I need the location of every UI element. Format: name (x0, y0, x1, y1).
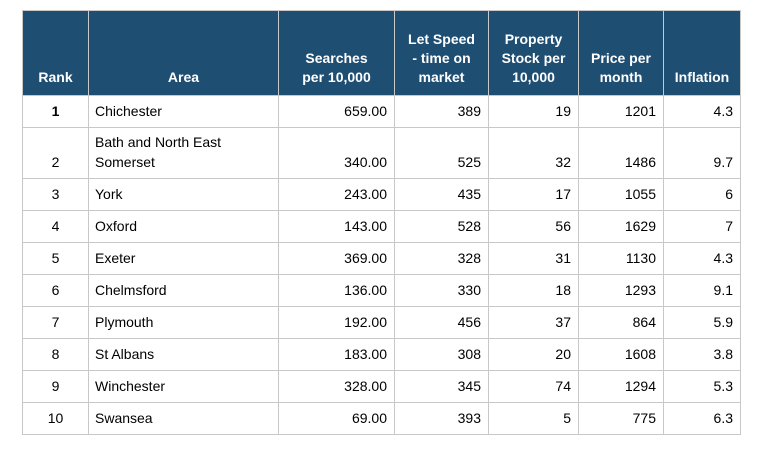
inflation-cell: 4.3 (663, 95, 741, 128)
price-cell: 1130 (578, 242, 664, 275)
rental-market-table: Rank Area Searches per 10,000 Let Speed … (22, 10, 741, 435)
inflation-cell: 9.1 (663, 274, 741, 307)
area-cell: Chichester (88, 95, 279, 128)
header-area: Area (88, 10, 279, 96)
area-cell: Winchester (88, 370, 279, 403)
searches-cell: 243.00 (278, 178, 395, 211)
area-cell: Swansea (88, 402, 279, 435)
price-cell: 1201 (578, 95, 664, 128)
price-cell: 1629 (578, 210, 664, 243)
rank-cell: 1 (22, 95, 89, 128)
price-cell: 1608 (578, 338, 664, 371)
table-row: 10 Swansea 69.00 393 5 775 6.3 (22, 402, 741, 435)
searches-cell: 192.00 (278, 306, 395, 339)
table-row: 9 Winchester 328.00 345 74 1294 5.3 (22, 370, 741, 403)
price-cell: 1293 (578, 274, 664, 307)
table-row: 8 St Albans 183.00 308 20 1608 3.8 (22, 338, 741, 371)
stock-cell: 56 (488, 210, 579, 243)
let-speed-cell: 345 (394, 370, 489, 403)
let-speed-cell: 328 (394, 242, 489, 275)
area-cell: Exeter (88, 242, 279, 275)
rank-cell: 7 (22, 306, 89, 339)
stock-cell: 20 (488, 338, 579, 371)
stock-cell: 37 (488, 306, 579, 339)
searches-cell: 340.00 (278, 127, 395, 179)
area-cell: Chelmsford (88, 274, 279, 307)
rank-cell: 9 (22, 370, 89, 403)
table-row: 5 Exeter 369.00 328 31 1130 4.3 (22, 242, 741, 275)
rank-cell: 3 (22, 178, 89, 211)
stock-cell: 5 (488, 402, 579, 435)
header-inflation: Inflation (663, 10, 741, 96)
table-row: 7 Plymouth 192.00 456 37 864 5.9 (22, 306, 741, 339)
let-speed-cell: 389 (394, 95, 489, 128)
price-cell: 1055 (578, 178, 664, 211)
price-cell: 775 (578, 402, 664, 435)
inflation-cell: 7 (663, 210, 741, 243)
inflation-cell: 3.8 (663, 338, 741, 371)
table-row: 1 Chichester 659.00 389 19 1201 4.3 (22, 95, 741, 128)
searches-cell: 183.00 (278, 338, 395, 371)
table-row: 4 Oxford 143.00 528 56 1629 7 (22, 210, 741, 243)
header-stock: Property Stock per 10,000 (488, 10, 579, 96)
rank-cell: 6 (22, 274, 89, 307)
inflation-cell: 9.7 (663, 127, 741, 179)
rental-market-table-container: Rank Area Searches per 10,000 Let Speed … (22, 10, 741, 435)
let-speed-cell: 435 (394, 178, 489, 211)
searches-cell: 328.00 (278, 370, 395, 403)
rank-cell: 5 (22, 242, 89, 275)
searches-cell: 143.00 (278, 210, 395, 243)
let-speed-cell: 525 (394, 127, 489, 179)
area-cell: York (88, 178, 279, 211)
let-speed-cell: 456 (394, 306, 489, 339)
inflation-cell: 4.3 (663, 242, 741, 275)
inflation-cell: 6 (663, 178, 741, 211)
header-rank: Rank (22, 10, 89, 96)
let-speed-cell: 308 (394, 338, 489, 371)
searches-cell: 136.00 (278, 274, 395, 307)
let-speed-cell: 528 (394, 210, 489, 243)
stock-cell: 18 (488, 274, 579, 307)
area-cell: St Albans (88, 338, 279, 371)
stock-cell: 74 (488, 370, 579, 403)
inflation-cell: 5.3 (663, 370, 741, 403)
table-row: 6 Chelmsford 136.00 330 18 1293 9.1 (22, 274, 741, 307)
price-cell: 864 (578, 306, 664, 339)
table-row: 3 York 243.00 435 17 1055 6 (22, 178, 741, 211)
stock-cell: 31 (488, 242, 579, 275)
area-cell: Bath and North East Somerset (88, 127, 279, 179)
rank-cell: 8 (22, 338, 89, 371)
table-row: 2 Bath and North East Somerset 340.00 525 32… (22, 127, 741, 179)
rank-cell: 4 (22, 210, 89, 243)
price-cell: 1294 (578, 370, 664, 403)
header-searches: Searches per 10,000 (278, 10, 395, 96)
inflation-cell: 5.9 (663, 306, 741, 339)
table-header: Rank Area Searches per 10,000 Let Speed … (22, 10, 741, 96)
inflation-cell: 6.3 (663, 402, 741, 435)
price-cell: 1486 (578, 127, 664, 179)
rank-cell: 10 (22, 402, 89, 435)
stock-cell: 19 (488, 95, 579, 128)
header-price: Price per month (578, 10, 664, 96)
area-cell: Oxford (88, 210, 279, 243)
searches-cell: 69.00 (278, 402, 395, 435)
searches-cell: 369.00 (278, 242, 395, 275)
let-speed-cell: 393 (394, 402, 489, 435)
table-body: 1 Chichester 659.00 389 19 1201 4.3 2 Bath and N… (22, 95, 741, 435)
stock-cell: 32 (488, 127, 579, 179)
searches-cell: 659.00 (278, 95, 395, 128)
header-let-speed: Let Speed - time on market (394, 10, 489, 96)
area-cell: Plymouth (88, 306, 279, 339)
let-speed-cell: 330 (394, 274, 489, 307)
stock-cell: 17 (488, 178, 579, 211)
rank-cell: 2 (22, 127, 89, 179)
